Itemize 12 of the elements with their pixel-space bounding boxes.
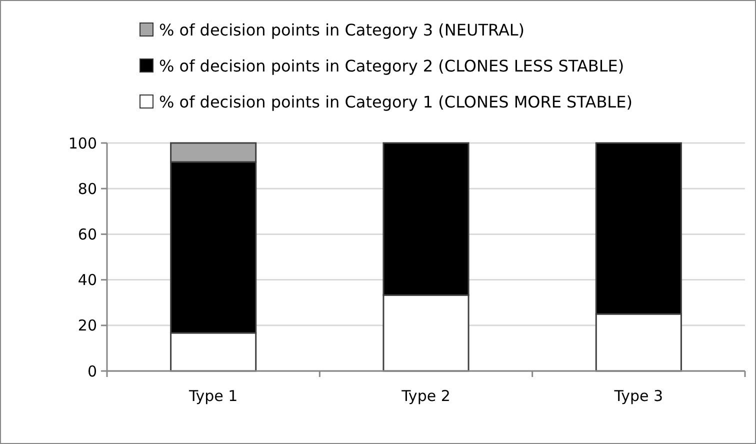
y-tick-label: 100 — [68, 134, 97, 152]
y-tick-label: 40 — [78, 271, 97, 290]
x-tick-label: Type 3 — [613, 387, 664, 405]
legend-label: % of decision points in Category 3 (NEUTRAL) — [159, 20, 525, 40]
y-tick-label: 0 — [87, 362, 97, 380]
x-tick-label: Type 1 — [188, 387, 238, 405]
x-tick-label: Type 2 — [400, 387, 450, 405]
y-tick-label: 60 — [78, 225, 97, 244]
legend-label: % of decision points in Category 1 (CLONES MORE STABLE) — [159, 92, 632, 112]
y-tick-label: 20 — [78, 316, 97, 335]
y-tick-label: 80 — [78, 180, 97, 198]
legend-label: % of decision points in Category 2 (CLONES LESS STABLE) — [159, 56, 624, 76]
